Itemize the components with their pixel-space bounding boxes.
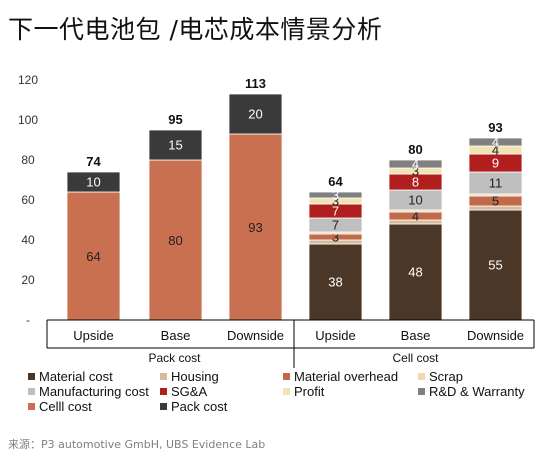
total-label: 74: [86, 154, 101, 169]
data-label-material-overhead: 5: [492, 194, 499, 209]
legend-item-celll-cost: Celll cost: [28, 399, 92, 414]
data-label-profit: 3: [332, 194, 339, 209]
data-label-pack-cost: 15: [168, 138, 182, 153]
legend-swatch: [283, 388, 290, 395]
legend-swatch: [28, 373, 35, 380]
data-label-randd-and-warranty: 3: [332, 188, 339, 203]
segment-celll-cost: [66, 191, 121, 321]
y-axis: - 20 40 60 80 100 120: [18, 73, 38, 327]
chart-title: 下一代电池包 /电芯成本情景分析: [8, 15, 383, 44]
legend-item-manufacturing-cost: Manufacturing cost: [28, 384, 149, 399]
data-label-material-overhead: 3: [332, 230, 339, 245]
data-label-pack-cost: 20: [248, 107, 262, 122]
legend-item-pack-cost: Pack cost: [160, 399, 228, 414]
data-label-manufacturing-cost: 10: [408, 193, 422, 208]
data-label-manufacturing-cost: 11: [489, 176, 503, 191]
legend-label: Profit: [294, 384, 325, 399]
legend-label: Material cost: [39, 369, 113, 384]
legend-swatch: [160, 403, 167, 410]
segment-pack-cost: [66, 171, 121, 193]
x-tick-label: Downside: [467, 328, 524, 343]
segment-pack-cost: [148, 129, 203, 161]
group-label: Pack cost: [148, 351, 201, 365]
segment-randd-and-warranty: [308, 191, 363, 199]
data-label-randd-and-warranty: 4: [412, 157, 419, 172]
total-label: 64: [328, 174, 343, 189]
data-label-manufacturing-cost: 7: [332, 218, 339, 233]
y-tick-label: 120: [18, 73, 38, 87]
legend-item-scrap: Scrap: [418, 369, 463, 384]
data-label-material-cost: 55: [488, 258, 502, 273]
legend-swatch: [160, 373, 167, 380]
data-label-profit: 4: [492, 143, 499, 158]
legend-swatch: [283, 373, 290, 380]
y-tick-label: -: [26, 313, 30, 327]
segment-material-cost: [468, 209, 523, 321]
source-note: 来源：P3 automotive GmbH, UBS Evidence Lab: [8, 438, 266, 451]
x-tick-label: Downside: [227, 328, 284, 343]
segment-randd-and-warranty: [468, 137, 523, 147]
legend-item-profit: Profit: [283, 384, 325, 399]
legend-item-housing: Housing: [160, 369, 219, 384]
segment-celll-cost: [148, 159, 203, 321]
y-tick-label: 40: [21, 233, 35, 247]
data-label-sganda: 8: [412, 175, 419, 190]
total-label: 93: [488, 120, 502, 135]
legend-item-material-cost: Material cost: [28, 369, 113, 384]
x-tick-label: Upside: [73, 328, 113, 343]
data-label-randd-and-warranty: 4: [492, 135, 499, 150]
legend-swatch: [418, 373, 425, 380]
total-label: 113: [245, 76, 266, 91]
data-label-material-overhead: 4: [412, 209, 419, 224]
y-tick-label: 100: [18, 113, 38, 127]
segment-randd-and-warranty: [388, 159, 443, 169]
y-tick-label: 80: [21, 153, 35, 167]
data-label-sganda: 7: [332, 204, 339, 219]
legend: Material cost Housing Material overhead Scr…: [28, 369, 525, 414]
total-label: 80: [408, 142, 422, 157]
legend-label: Celll cost: [39, 399, 92, 414]
group-label: Cell cost: [392, 351, 439, 365]
total-label: 95: [168, 112, 182, 127]
x-tick-label: Base: [161, 328, 191, 343]
legend-label: Scrap: [429, 369, 463, 384]
legend-item-material-overhead: Material overhead: [283, 369, 398, 384]
data-label-celll-cost: 93: [248, 220, 262, 235]
segment-material-cost: [388, 223, 443, 321]
x-tick-label: Upside: [315, 328, 355, 343]
y-tick-label: 20: [21, 273, 35, 287]
segment-pack-cost: [228, 93, 283, 135]
data-label-sganda: 9: [492, 156, 499, 171]
data-label-profit: 3: [412, 164, 419, 179]
data-label-celll-cost: 64: [86, 249, 100, 264]
legend-label: SG&A: [171, 384, 207, 399]
x-axis: Upside Base Downside Upside Base Downside Pack…: [46, 319, 535, 368]
data-label-pack-cost: 10: [86, 175, 100, 190]
data-label-material-cost: 48: [408, 265, 422, 280]
bars: 6410748015959320113383773364484108348055…: [66, 76, 523, 321]
data-label-celll-cost: 80: [168, 233, 182, 248]
legend-label: Material overhead: [294, 369, 398, 384]
legend-label: Pack cost: [171, 399, 228, 414]
legend-swatch: [28, 403, 35, 410]
legend-swatch: [28, 388, 35, 395]
bar-pack-cost-upside: 64 10 74: [66, 154, 121, 321]
segment-material-cost: [308, 243, 363, 321]
legend-item-sganda: SG&A: [160, 384, 207, 399]
y-tick-label: 60: [21, 193, 35, 207]
bar-pack-cost-downside: 93 20 113: [228, 76, 283, 321]
legend-item-randd-and-warranty: R&D & Warranty: [418, 384, 525, 399]
legend-label: Housing: [171, 369, 219, 384]
x-tick-label: Base: [401, 328, 431, 343]
legend-label: Manufacturing cost: [39, 384, 149, 399]
legend-swatch: [418, 388, 425, 395]
bar-pack-cost-base: 80 15 95: [148, 112, 203, 321]
data-label-material-cost: 38: [328, 275, 342, 290]
legend-label: R&D & Warranty: [429, 384, 525, 399]
legend-swatch: [160, 388, 167, 395]
